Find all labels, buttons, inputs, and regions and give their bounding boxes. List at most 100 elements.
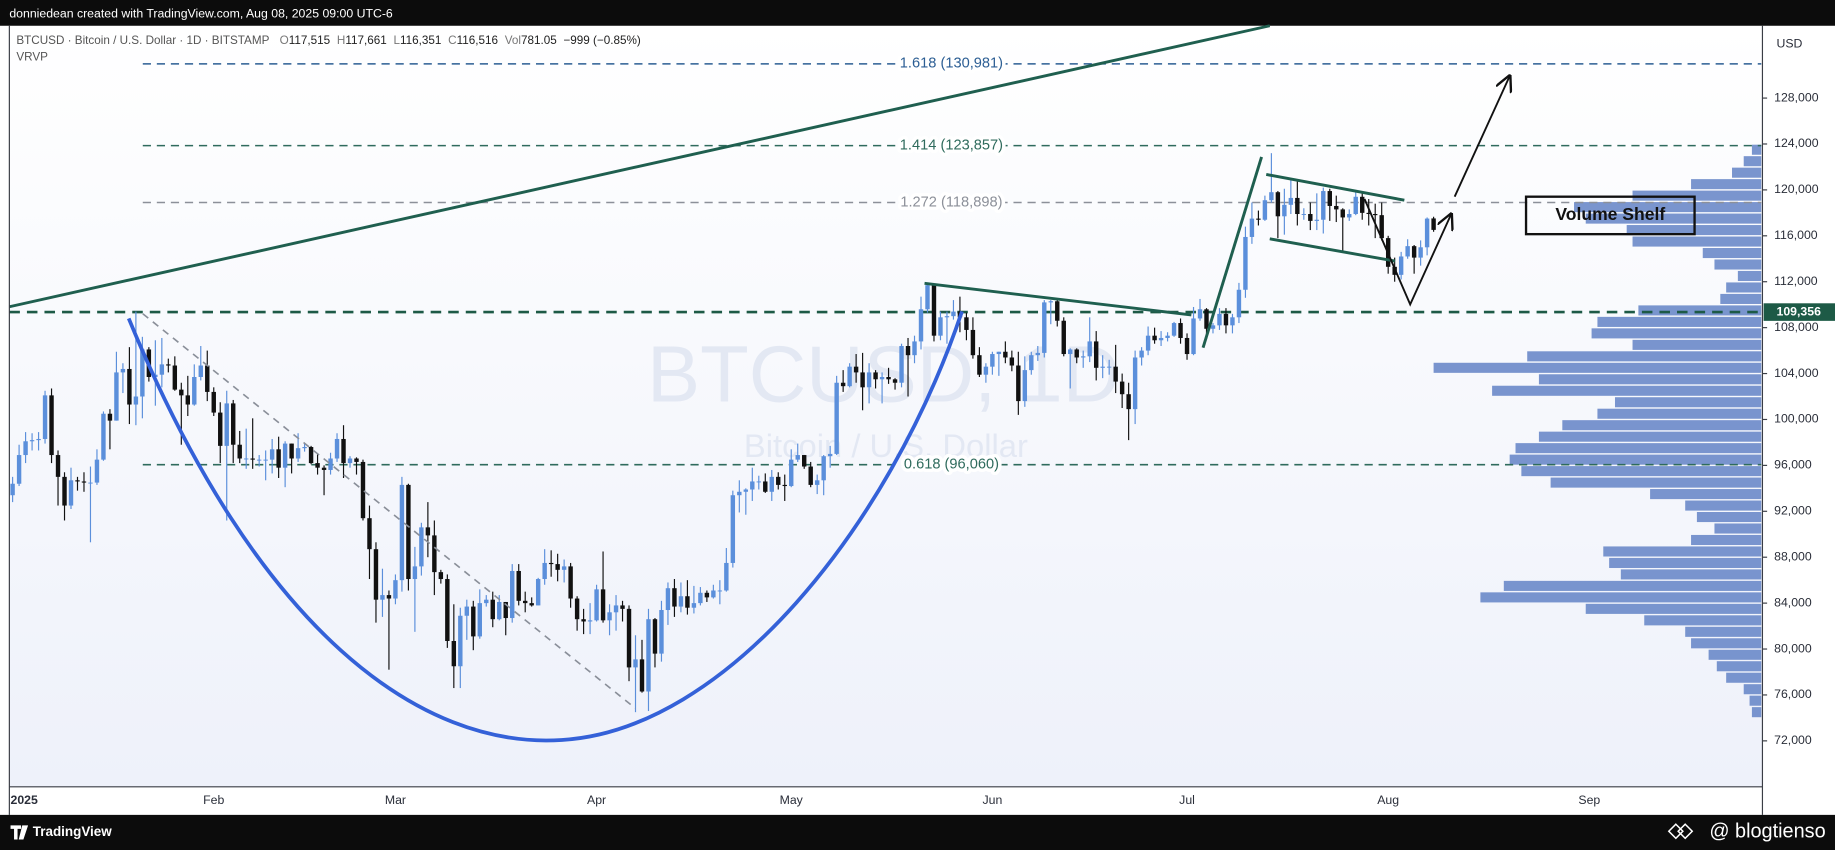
candle-body bbox=[795, 455, 800, 460]
candle-body bbox=[776, 476, 781, 485]
candle-body bbox=[1236, 289, 1242, 318]
candle-body bbox=[1230, 317, 1235, 326]
candle-body bbox=[328, 458, 333, 470]
price-line-label: 109,356 bbox=[1777, 304, 1822, 318]
candle-body bbox=[341, 438, 346, 464]
x-tick-label: Jul bbox=[1179, 793, 1195, 807]
candle-body bbox=[36, 438, 41, 441]
x-tick-label: Aug bbox=[1377, 793, 1399, 807]
candle-body bbox=[192, 376, 197, 405]
candle-body bbox=[860, 372, 865, 388]
candle-body bbox=[477, 603, 482, 637]
volume-profile-bar bbox=[1591, 328, 1762, 339]
candle-body bbox=[1016, 365, 1021, 402]
candle-body bbox=[561, 566, 567, 570]
candle-body bbox=[101, 413, 106, 460]
candle-body bbox=[406, 484, 411, 580]
candle-body bbox=[10, 483, 15, 496]
target-arrow bbox=[1453, 76, 1510, 198]
level-label: 1.272 (118,898) bbox=[900, 194, 1002, 210]
x-tick-label: 2025 bbox=[11, 793, 38, 807]
y-tick-label: 120,000 bbox=[1774, 182, 1819, 196]
volume-profile-bar bbox=[1632, 339, 1762, 350]
volume-profile-bar bbox=[1691, 534, 1762, 546]
candle-body bbox=[717, 590, 723, 592]
candle-body bbox=[432, 535, 437, 573]
candle-body bbox=[315, 463, 320, 468]
volume-profile-bar bbox=[1480, 592, 1762, 603]
candle-body bbox=[1360, 196, 1365, 213]
candle-body bbox=[548, 562, 554, 565]
candle-body bbox=[1061, 320, 1066, 355]
candle-body bbox=[308, 447, 314, 464]
candle-body bbox=[399, 484, 405, 581]
volume-profile-bar bbox=[1749, 695, 1762, 706]
candle-body bbox=[256, 459, 262, 461]
candle-body bbox=[1217, 313, 1222, 326]
candle-body bbox=[1165, 335, 1170, 338]
candle-body bbox=[373, 549, 379, 600]
candle-body bbox=[808, 466, 813, 485]
candle-body bbox=[840, 382, 846, 387]
volume-profile-bar bbox=[1585, 213, 1762, 224]
volume-profile-bar bbox=[1751, 707, 1762, 718]
dashed-trend-line bbox=[142, 313, 636, 709]
quote-value: 116,516 bbox=[457, 34, 498, 47]
candle-body bbox=[1321, 191, 1326, 220]
candle-body bbox=[1106, 366, 1112, 368]
candle-body bbox=[380, 595, 385, 600]
y-tick-label: 104,000 bbox=[1774, 366, 1819, 380]
volume-profile-bar bbox=[1538, 374, 1762, 385]
y-tick-label: 100,000 bbox=[1774, 412, 1819, 426]
candle-body bbox=[756, 481, 761, 483]
candle-body bbox=[94, 459, 100, 483]
candle-body bbox=[1295, 197, 1300, 215]
candle-body bbox=[678, 596, 684, 607]
candle-body bbox=[899, 346, 904, 383]
volume-profile-bar bbox=[1737, 270, 1762, 282]
candle-body bbox=[763, 481, 768, 492]
candle-body bbox=[55, 455, 61, 477]
volume-profile-bar bbox=[1726, 282, 1762, 293]
volume-profile-bar bbox=[1743, 684, 1762, 695]
candle-body bbox=[386, 595, 392, 599]
candle-body bbox=[1119, 381, 1125, 395]
quote-value: 116,351 bbox=[400, 34, 441, 47]
candle-body bbox=[159, 364, 165, 375]
candle-body bbox=[1152, 335, 1157, 341]
candle-body bbox=[1379, 215, 1384, 239]
volume-profile-bar bbox=[1433, 362, 1762, 373]
candle-body bbox=[497, 601, 502, 620]
quote-change: −999 (−0.85%) bbox=[563, 34, 640, 47]
volume-profile-bar bbox=[1509, 454, 1762, 465]
candle-body bbox=[620, 605, 625, 609]
candle-body bbox=[555, 564, 560, 570]
candle-body bbox=[1191, 318, 1196, 355]
watermark: BTCUSD, 1D bbox=[647, 330, 1120, 419]
x-tick-label: Apr bbox=[587, 793, 606, 807]
volume-profile-bar bbox=[1614, 397, 1762, 408]
level-label: 1.618 (130,981) bbox=[900, 56, 1003, 72]
candle-body bbox=[243, 458, 249, 460]
candle-body bbox=[996, 351, 1002, 355]
candle-body bbox=[438, 572, 444, 580]
candle-body bbox=[827, 453, 833, 457]
brand-logo bbox=[10, 825, 29, 840]
volume-profile-bar bbox=[1716, 661, 1762, 672]
candle-body bbox=[951, 311, 956, 317]
candle-body bbox=[613, 605, 619, 613]
candle-body bbox=[458, 615, 463, 667]
volume-profile-bar bbox=[1644, 615, 1762, 626]
level-label: 1.414 (123,857) bbox=[900, 137, 1003, 153]
candle-body bbox=[198, 365, 203, 377]
trend-line bbox=[9, 24, 1271, 309]
volume-profile-bar bbox=[1603, 546, 1762, 557]
candle-body bbox=[711, 590, 716, 598]
candle-body bbox=[503, 601, 508, 619]
y-tick-label: 116,000 bbox=[1774, 228, 1818, 242]
candle-body bbox=[1100, 366, 1105, 368]
candle-body bbox=[1009, 357, 1015, 366]
y-tick-label: 88,000 bbox=[1774, 549, 1812, 563]
candle-body bbox=[510, 570, 515, 619]
x-tick-label: Feb bbox=[203, 793, 224, 807]
